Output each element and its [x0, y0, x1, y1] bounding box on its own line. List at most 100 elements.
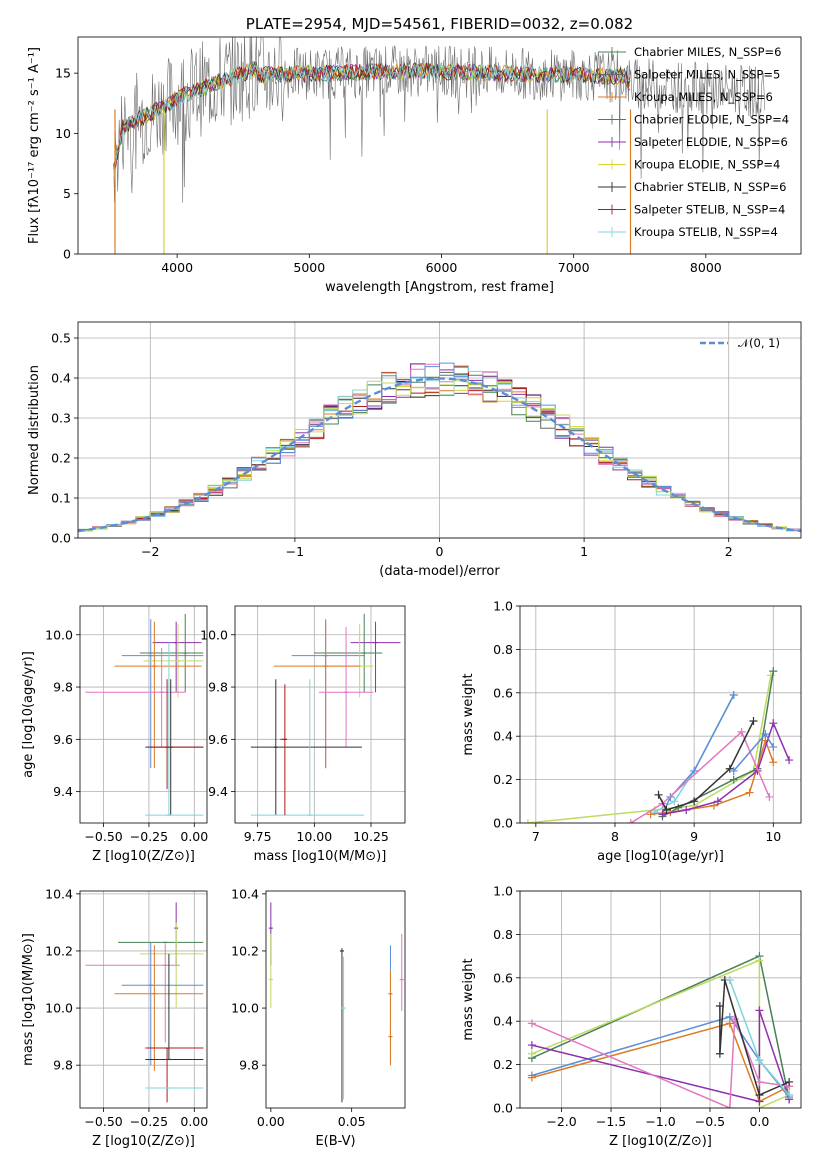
panel-z-mass: −0.50 −0.25 0.00 9.8 10.0 10.2 10.4 Z [log10(Z/… — [21, 886, 208, 1149]
x-tick-label: −1.5 — [596, 1114, 626, 1129]
x-tick-label: 2 — [725, 544, 733, 559]
x-tick-label: 8000 — [690, 260, 722, 275]
y-tick-label: 0.1 — [51, 491, 71, 506]
x-tick-label: 1 — [580, 544, 588, 559]
plus-marker — [729, 775, 738, 784]
spectrum-line — [113, 61, 631, 166]
plot-area — [523, 667, 794, 823]
y-tick-label: 10.2 — [45, 943, 73, 958]
plus-marker — [769, 667, 778, 676]
y-tick-label: 15 — [55, 66, 71, 81]
x-tick-label: 0 — [436, 544, 444, 559]
data-point — [114, 945, 204, 1071]
y-tick-label: 10.0 — [231, 1001, 259, 1016]
plot-area — [527, 952, 794, 1108]
plot-area — [268, 902, 404, 1103]
series — [527, 1006, 794, 1106]
plus-marker — [527, 1041, 536, 1050]
series-line — [661, 694, 735, 815]
x-tick-label: 10.25 — [353, 829, 389, 844]
legend-entry: Kroupa MILES, N_SSP=6 — [634, 90, 773, 104]
plot-area — [85, 902, 204, 1103]
plus-marker — [755, 1006, 764, 1015]
x-tick-label: −1 — [286, 544, 304, 559]
plot-area — [85, 613, 204, 816]
y-axis-label: mass weight — [461, 958, 476, 1040]
y-tick-label: 9.6 — [53, 732, 73, 747]
plus-marker — [785, 1077, 794, 1086]
data-point — [291, 619, 365, 769]
axes-frame — [79, 890, 208, 1109]
y-tick-label: 0.8 — [493, 642, 513, 657]
plus-marker — [755, 1090, 764, 1099]
plus-marker — [690, 766, 699, 775]
data-point — [350, 621, 401, 693]
data-point — [339, 948, 344, 1103]
data-point — [139, 613, 204, 693]
plus-marker — [523, 819, 532, 823]
y-tick-label: 9.4 — [53, 784, 73, 799]
data-point — [314, 613, 383, 693]
spectrum-line — [113, 63, 631, 172]
x-tick-label: 0.00 — [257, 1114, 285, 1129]
y-tick-label: 0.0 — [493, 1101, 513, 1116]
y-tick-label: 10.0 — [200, 627, 228, 642]
plot-area — [250, 613, 401, 816]
y-tick-label: 0.6 — [493, 685, 513, 700]
plus-marker — [654, 790, 663, 799]
y-tick-label: 9.8 — [239, 1058, 259, 1073]
y-tick-label: 0.4 — [51, 371, 71, 386]
y-tick-label: 1.0 — [493, 884, 513, 899]
x-tick-label: 7000 — [558, 260, 590, 275]
plus-marker — [729, 690, 738, 699]
plus-marker — [769, 719, 778, 728]
plus-marker — [785, 1090, 794, 1099]
x-tick-label: −2.0 — [546, 1114, 576, 1129]
plus-marker — [749, 717, 758, 726]
plus-marker — [755, 956, 764, 965]
y-tick-label: 9.6 — [208, 732, 228, 747]
x-tick-label: 9.75 — [244, 829, 272, 844]
plot-area — [113, 37, 766, 254]
y-tick-label: 10 — [55, 126, 71, 141]
data-point — [273, 621, 360, 769]
y-axis-label: Flux [fλ10⁻¹⁷ erg cm⁻² s⁻¹ A⁻¹] — [27, 47, 42, 244]
panel-z-weight: −2.0 −1.5 −1.0 −0.5 0.0 0.0 0.2 0.4 0.6 0.8 1.0 Z [… — [461, 884, 802, 1149]
legend-entry: Salpeter STELIB, N_SSP=4 — [634, 203, 785, 217]
y-axis-label: age [log10(age/yr)] — [21, 651, 36, 778]
series — [527, 1015, 794, 1108]
data-point — [318, 626, 374, 748]
data-point — [143, 624, 204, 698]
panel-age-weight: 7 8 9 10 0.0 0.2 0.4 0.6 0.8 1.0 age [log10(age/yr… — [461, 599, 802, 864]
y-axis-label: mass weight — [461, 673, 476, 755]
plus-marker — [725, 1104, 734, 1108]
x-axis-label: Z [log10(Z/Z⊙)] — [609, 1134, 712, 1149]
y-tick-label: 0.4 — [493, 1014, 513, 1029]
x-tick-label: −0.25 — [130, 1114, 168, 1129]
plus-marker — [766, 671, 775, 680]
data-point — [85, 942, 180, 1043]
series-line — [662, 721, 790, 816]
plus-marker — [715, 1002, 724, 1011]
x-tick-label: 9 — [690, 829, 698, 844]
plus-marker — [769, 743, 778, 752]
legend-entry: Salpeter ELODIE, N_SSP=6 — [634, 135, 788, 149]
y-axis-label: Normed distribution — [27, 365, 42, 495]
data-point — [148, 679, 204, 790]
axes-frame — [79, 605, 208, 824]
plus-marker — [745, 788, 754, 797]
x-tick-label: 10 — [765, 829, 781, 844]
y-tick-label: 9.8 — [208, 680, 228, 695]
data-point — [341, 956, 346, 1100]
y-tick-label: 0.0 — [51, 531, 71, 546]
x-tick-label: −0.25 — [130, 829, 168, 844]
series — [626, 727, 774, 823]
y-tick-label: 0 — [63, 247, 71, 262]
series-line — [630, 730, 770, 823]
x-tick-label: −0.50 — [84, 829, 122, 844]
y-tick-label: 0.6 — [493, 970, 513, 985]
series-line — [527, 675, 772, 823]
plus-marker — [765, 792, 774, 801]
series — [715, 975, 794, 1099]
x-tick-label: 0.00 — [180, 1114, 208, 1129]
